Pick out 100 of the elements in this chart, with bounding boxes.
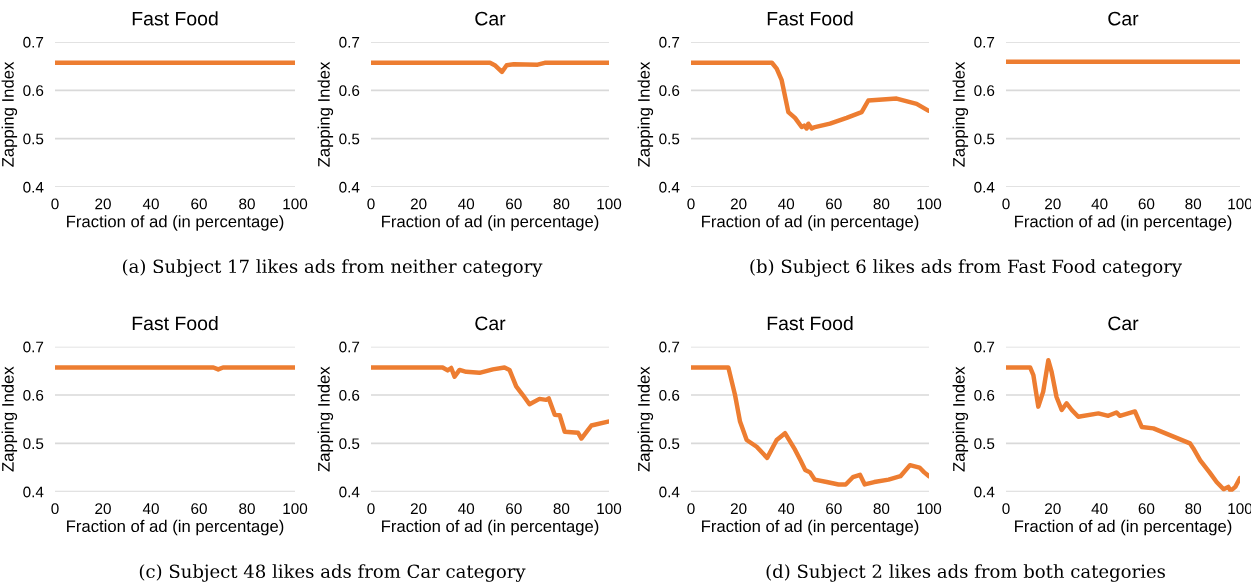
- x-tick-label: 40: [142, 503, 159, 515]
- chart-title: Fast Food: [132, 11, 218, 26]
- y-axis-title: Zapping Index: [952, 366, 969, 472]
- x-tick-label: 60: [506, 503, 522, 515]
- x-tick-label: 40: [458, 198, 475, 210]
- x-axis-title: Fraction of ad (in percentage): [67, 519, 284, 536]
- x-axis-title: Fraction of ad (in percentage): [702, 519, 919, 536]
- x-tick-label: 40: [458, 503, 475, 515]
- x-tick-label: 0: [367, 198, 375, 210]
- y-axis-title: Zapping Index: [1, 366, 18, 472]
- y-tick-label: 0.5: [23, 438, 44, 450]
- y-tick-label: 0.6: [659, 85, 680, 97]
- chart-title: Fast Food: [767, 11, 853, 26]
- y-tick-label: 0.5: [659, 133, 680, 145]
- text: (c) Subject 48 likes ads from Car category: [139, 564, 526, 582]
- x-tick-label: 80: [1185, 503, 1202, 515]
- x-tick-label: 20: [1045, 503, 1061, 515]
- y-tick-label: 0.5: [974, 438, 995, 450]
- x-tick-label: 20: [410, 503, 427, 515]
- x-tick-label: 80: [873, 198, 890, 210]
- text: (d) Subject 2 likes ads from both categories: [766, 564, 1165, 582]
- x-tick-label: 100: [597, 198, 622, 210]
- y-tick-label: 0.5: [339, 133, 360, 145]
- x-axis-title: Fraction of ad (in percentage): [702, 215, 919, 231]
- x-axis-title: Fraction of ad (in percentage): [382, 215, 599, 231]
- y-tick-label: 0.7: [339, 36, 360, 48]
- x-tick-label: 60: [191, 503, 207, 515]
- chart-title: Fast Food: [132, 315, 218, 331]
- y-axis-title: Zapping Index: [317, 366, 334, 472]
- y-tick-label: 0.7: [659, 36, 680, 48]
- y-tick-label: 0.4: [974, 181, 995, 193]
- x-tick-label: 0: [687, 503, 695, 515]
- x-tick-label: 20: [95, 198, 111, 210]
- y-tick-label: 0.6: [23, 389, 44, 401]
- x-tick-label: 20: [730, 503, 747, 515]
- x-tick-label: 80: [553, 503, 570, 515]
- x-tick-label: 20: [95, 503, 111, 515]
- y-tick-label: 0.5: [974, 133, 995, 145]
- y-tick-label: 0.7: [23, 341, 44, 353]
- x-tick-label: 0: [1002, 198, 1010, 210]
- chart-title: Car: [475, 316, 506, 331]
- x-tick-label: 60: [1138, 198, 1155, 210]
- x-tick-label: 0: [367, 503, 375, 515]
- x-tick-label: 40: [778, 503, 795, 515]
- text: (a) Subject 17 likes ads from neither category: [122, 259, 543, 277]
- x-tick-label: 80: [1185, 198, 1202, 210]
- x-tick-label: 40: [142, 198, 159, 210]
- x-tick-label: 60: [826, 198, 842, 210]
- y-tick-label: 0.4: [23, 181, 44, 193]
- x-tick-label: 0: [1002, 503, 1010, 515]
- x-tick-label: 0: [51, 198, 59, 210]
- y-tick-label: 0.4: [23, 486, 44, 498]
- x-tick-label: 20: [730, 198, 747, 210]
- x-axis-title: Fraction of ad (in percentage): [67, 215, 284, 231]
- y-tick-label: 0.7: [974, 341, 995, 353]
- y-tick-label: 0.6: [659, 389, 680, 401]
- y-tick-label: 0.7: [23, 36, 44, 48]
- x-axis-title: Fraction of ad (in percentage): [1015, 215, 1232, 231]
- x-tick-label: 60: [506, 198, 522, 210]
- y-tick-label: 0.7: [974, 36, 995, 48]
- text: (b) Subject 6 likes ads from Fast Food category: [750, 259, 1182, 277]
- y-tick-label: 0.6: [974, 85, 995, 97]
- x-tick-label: 80: [553, 198, 570, 210]
- y-axis-title: Zapping Index: [317, 61, 334, 167]
- y-tick-label: 0.6: [23, 85, 44, 97]
- x-tick-label: 100: [283, 198, 308, 210]
- x-tick-label: 20: [1045, 198, 1061, 210]
- x-axis-title: Fraction of ad (in percentage): [1015, 519, 1232, 536]
- y-tick-label: 0.4: [659, 181, 680, 193]
- chart-title: Car: [1108, 11, 1139, 26]
- y-tick-label: 0.6: [339, 389, 360, 401]
- x-tick-label: 60: [191, 198, 207, 210]
- y-tick-label: 0.4: [339, 181, 360, 193]
- line-series: [371, 365, 609, 441]
- chart-title: Car: [475, 11, 506, 26]
- x-tick-label: 100: [283, 503, 308, 515]
- x-tick-label: 40: [1091, 198, 1108, 210]
- y-tick-label: 0.6: [974, 389, 995, 401]
- x-tick-label: 0: [51, 503, 59, 515]
- y-axis-title: Zapping Index: [952, 61, 969, 167]
- chart-title: Fast Food: [767, 315, 853, 331]
- x-tick-label: 20: [410, 198, 427, 210]
- x-tick-label: 100: [917, 503, 942, 515]
- x-tick-label: 60: [1138, 503, 1155, 515]
- x-tick-label: 80: [239, 198, 255, 210]
- x-tick-label: 40: [1091, 503, 1108, 515]
- y-tick-label: 0.5: [339, 438, 360, 450]
- x-tick-label: 80: [239, 503, 255, 515]
- y-axis-title: Zapping Index: [637, 61, 654, 167]
- y-axis-title: Zapping Index: [637, 366, 654, 472]
- y-tick-label: 0.7: [339, 341, 360, 353]
- y-tick-label: 0.4: [339, 486, 360, 498]
- x-tick-label: 40: [778, 198, 795, 210]
- x-tick-label: 60: [826, 503, 842, 515]
- y-axis-title: Zapping Index: [1, 61, 18, 167]
- y-tick-label: 0.4: [659, 486, 680, 498]
- y-tick-label: 0.6: [339, 85, 360, 97]
- x-tick-label: 100: [917, 198, 942, 210]
- line-series: [691, 365, 929, 487]
- line-series: [371, 60, 609, 75]
